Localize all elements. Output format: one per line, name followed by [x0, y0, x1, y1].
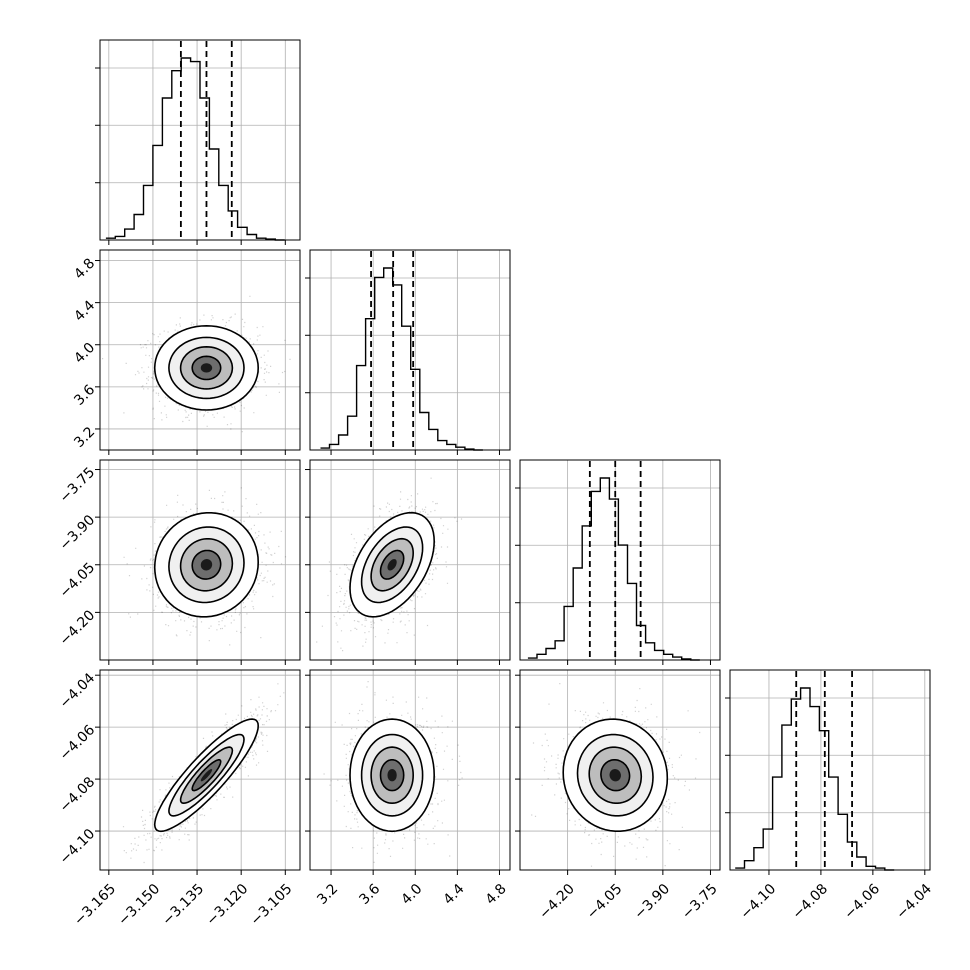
y-tick-label: −4.05: [57, 560, 99, 602]
y-tick-label: −3.75: [57, 465, 99, 507]
density-fill-peak: [609, 769, 621, 782]
panel-frame: [519, 669, 721, 871]
histogram-step-line: [105, 57, 285, 241]
contour-4: [379, 759, 405, 792]
contour-2: [168, 336, 245, 400]
contour-4: [191, 759, 222, 792]
hist-panel-0: [95, 39, 301, 241]
density-fill-peak: [387, 559, 397, 571]
contour-4: [191, 549, 222, 580]
x-tick-label: −3.90: [631, 881, 673, 923]
density-fill-peak: [200, 769, 213, 782]
panel-frame: [99, 669, 301, 871]
y-tick-label: 4.0: [71, 340, 98, 367]
panel-frame: [309, 669, 511, 871]
x-tick-label: −4.05: [584, 881, 626, 923]
panel-3-0: [99, 669, 301, 871]
x-tick-label: −3.165: [71, 881, 119, 929]
panel-frame: [99, 459, 301, 661]
y-tick-label: 3.2: [71, 424, 98, 451]
contour-3: [370, 746, 415, 805]
x-tick-label: −4.06: [841, 881, 883, 923]
y-tick-label: 4.8: [71, 256, 98, 283]
contour-4: [600, 759, 631, 792]
y-tick-label: −3.90: [57, 512, 99, 554]
hist-panel-1: [305, 249, 511, 451]
x-tick-label: −3.135: [159, 881, 207, 929]
density-fill-peak: [387, 769, 397, 782]
x-tick-label: −4.20: [536, 881, 578, 923]
x-tick-label: 4.0: [398, 881, 425, 908]
x-tick-label: −3.75: [679, 881, 721, 923]
x-tick-label: −3.150: [115, 881, 163, 929]
panel-frame: [729, 669, 931, 871]
density-fill-peak: [200, 363, 213, 373]
x-tick-label: −4.04: [893, 881, 935, 923]
contour-1: [562, 718, 669, 832]
y-tick-label: −4.08: [57, 774, 99, 816]
contour-2: [360, 526, 424, 604]
x-tick-label: 4.4: [441, 881, 468, 908]
contour-3: [588, 746, 643, 804]
contour-1: [153, 718, 260, 833]
panel-3-0-plot-area: [100, 670, 300, 870]
contour-2: [360, 733, 424, 817]
contour-1: [349, 511, 436, 618]
x-tick-label: −3.105: [248, 881, 296, 929]
contour-3: [179, 538, 234, 592]
histogram-step-line: [320, 267, 483, 451]
contour-3: [370, 537, 415, 592]
y-tick-label: −4.10: [57, 826, 99, 868]
panel-frame: [309, 459, 511, 661]
panel-frame: [309, 249, 511, 451]
panel-frame: [519, 459, 721, 661]
panel-3-2-plot-area: [520, 670, 720, 870]
contour-1: [349, 718, 436, 833]
hist-panel-2: [515, 459, 721, 661]
x-tick-label: −3.120: [203, 881, 251, 929]
panel-3-1: [309, 669, 511, 871]
contour-4: [379, 549, 405, 580]
hist-panel-3: [725, 669, 931, 871]
contour-1: [153, 324, 260, 411]
contour-3: [179, 746, 234, 805]
panel-2-1: [309, 459, 511, 661]
x-tick-label: 4.8: [483, 881, 510, 908]
panel-1-0-plot-area: [100, 250, 300, 450]
contour-2: [576, 733, 654, 817]
y-tick-label: −4.06: [57, 722, 99, 764]
panel-3-2: [519, 669, 721, 871]
density-fill-peak: [200, 559, 213, 571]
contour-3: [179, 345, 234, 390]
panel-2-0: [99, 459, 301, 661]
panel-1-0: [99, 249, 301, 451]
panel-frame: [99, 39, 301, 241]
y-tick-label: −4.04: [57, 670, 99, 712]
panel-frame: [99, 249, 301, 451]
x-tick-label: −4.10: [738, 881, 780, 923]
panel-2-0-plot-area: [100, 460, 300, 660]
panel-3-1-plot-area: [310, 670, 510, 870]
y-tick-label: 4.4: [71, 298, 98, 325]
histogram-step-line: [735, 687, 895, 871]
contour-2: [168, 733, 245, 817]
contour-1: [153, 511, 260, 618]
contour-2: [168, 526, 245, 604]
panel-2-1-plot-area: [310, 460, 510, 660]
contour-4: [191, 355, 222, 381]
y-tick-label: −4.20: [57, 607, 99, 649]
y-tick-label: 3.6: [71, 382, 98, 409]
histogram-step-line: [527, 477, 700, 661]
x-tick-label: 3.6: [356, 881, 383, 908]
x-tick-label: 3.2: [314, 881, 341, 908]
x-tick-label: −4.08: [790, 881, 832, 923]
